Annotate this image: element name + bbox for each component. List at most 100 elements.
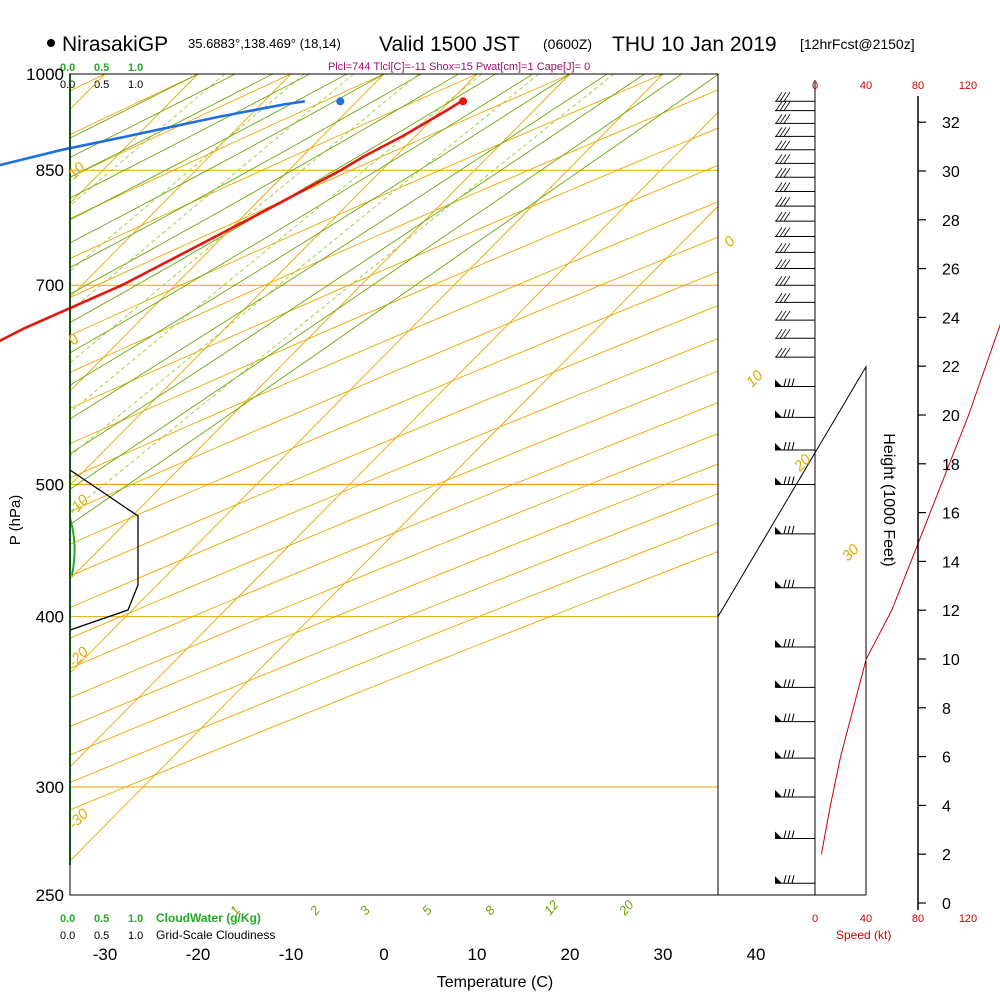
temperature-tick-label: 10	[468, 945, 487, 964]
wind-barb	[775, 441, 815, 451]
temperature-line	[0, 100, 462, 343]
wind-barb	[775, 182, 815, 193]
wind-barb	[775, 679, 815, 688]
wind-barb-feather	[791, 525, 795, 535]
wind-barb	[775, 259, 815, 270]
wind-barb-feather	[783, 713, 787, 722]
cloud-bottom-2: 1.0	[128, 913, 143, 925]
isotherm-label: 10	[743, 367, 767, 391]
moist-adiabat	[70, 74, 534, 354]
moist-adiabat	[70, 74, 236, 158]
wind-barb	[775, 293, 815, 303]
wind-barb-feather	[783, 140, 791, 150]
speed-tick-top: 120	[959, 80, 977, 92]
wind-barb	[775, 114, 815, 124]
mixing-ratio-label: 20	[615, 897, 637, 919]
wind-barb	[775, 347, 815, 358]
height-tick-label: 24	[942, 310, 960, 327]
grid-layer	[70, 74, 718, 862]
wind-barb-pennant	[775, 526, 782, 534]
cloudiness-top-2: 1.0	[128, 79, 143, 91]
temperature-tick-label: 0	[379, 945, 388, 964]
wind-barb-feather	[787, 525, 791, 535]
wind-barb-feather	[783, 476, 787, 485]
wind-barb-feather	[783, 168, 791, 178]
wind-barb	[775, 788, 815, 798]
dry-adiabat	[70, 305, 718, 577]
dry-adiabat	[70, 74, 479, 260]
wind-barb-feather	[783, 378, 787, 387]
wind-barb-feather	[779, 114, 787, 124]
temperature-tick-label: 20	[561, 945, 580, 964]
mixing-ratio-line	[70, 74, 615, 513]
wind-barb-feather	[791, 875, 795, 884]
wind-barb-pennant	[775, 442, 782, 450]
wind-barb-feather	[787, 579, 791, 588]
wind-barb-feather	[775, 101, 783, 111]
wind-barb-feather	[783, 310, 791, 321]
wind-barb-pennant	[775, 379, 782, 387]
speed-tick-bottom: 120	[959, 913, 977, 925]
cloud-scale-top: 0.0 0.5 1.0 0.0 0.5 1.0	[60, 62, 143, 91]
cloudiness-bottom-0: 0.0	[60, 930, 75, 942]
wind-barb	[775, 750, 815, 759]
temperature-tick-label: 40	[747, 945, 766, 964]
surface-temperature-point	[459, 97, 468, 106]
speed-tick-bottom: 80	[912, 913, 924, 925]
wind-barb-feather	[779, 310, 787, 321]
wind-barb-feather	[783, 441, 787, 451]
moist-adiabat	[70, 74, 496, 324]
height-tick-label: 8	[942, 701, 951, 718]
forecast-tag: [12hrFcst@2150z]	[800, 36, 915, 52]
dry-adiabat	[70, 551, 718, 811]
wind-barb	[775, 713, 815, 723]
height-axis-label: Height (1000 Feet)	[880, 433, 897, 566]
height-tick-label: 26	[942, 262, 960, 279]
wind-barb-feather	[787, 713, 791, 722]
wind-barb-feather	[779, 329, 787, 339]
moist-adiabat	[70, 74, 385, 244]
wind-barb-feather	[791, 378, 795, 387]
temperature-tick-label: -10	[279, 945, 304, 964]
height-tick-label: 2	[942, 847, 951, 864]
cloud-top-1: 0.5	[94, 62, 109, 74]
moist-adiabat	[70, 74, 718, 526]
mixing-ratio-line	[70, 74, 354, 312]
isotherm-line	[70, 74, 292, 298]
wind-barb-feather	[779, 243, 787, 253]
wind-barb-feather	[775, 114, 783, 124]
moist-adiabat	[70, 74, 571, 386]
wind-barb-feather	[783, 182, 791, 192]
wind-barb	[775, 409, 815, 418]
grid-clipped	[70, 74, 718, 862]
height-tick-label: 32	[942, 115, 960, 132]
wind-barb-feather	[783, 638, 787, 648]
wind-barb-feather	[791, 441, 795, 451]
moist-adiabat	[70, 74, 608, 420]
wind-barb-feather	[779, 154, 787, 164]
cloud-bottom-label: CloudWater (g/Kg)	[156, 911, 261, 925]
wind-barb-feather	[787, 875, 791, 884]
height-tick-label: 10	[942, 652, 960, 669]
wind-barb-feather	[783, 154, 791, 164]
isotherm-label: 0	[721, 232, 739, 250]
mixing-ratio-line	[70, 74, 419, 364]
wind-barb-feather	[783, 114, 791, 124]
valid-date: THU 10 Jan 2019	[612, 33, 777, 56]
dry-adiabat	[70, 236, 718, 512]
dry-adiabat	[70, 271, 718, 545]
wind-barb-feather	[787, 476, 791, 485]
valid-utc: (0600Z)	[543, 36, 592, 52]
pressure-tick-label: 250	[36, 886, 64, 905]
temperature-tick-label: -30	[93, 945, 118, 964]
pressure-tick-label: 700	[36, 276, 64, 295]
wind-barb-feather	[783, 101, 791, 111]
wind-barb	[775, 310, 815, 321]
wind-barb-feather	[783, 329, 791, 339]
wind-barb-feather	[775, 227, 783, 237]
height-tick-label: 14	[942, 554, 960, 571]
wind-barb-pennant	[775, 714, 782, 722]
cloud-top-2: 1.0	[128, 62, 143, 74]
wind-barb	[775, 92, 815, 102]
speed-tick-top: 0	[812, 80, 818, 92]
